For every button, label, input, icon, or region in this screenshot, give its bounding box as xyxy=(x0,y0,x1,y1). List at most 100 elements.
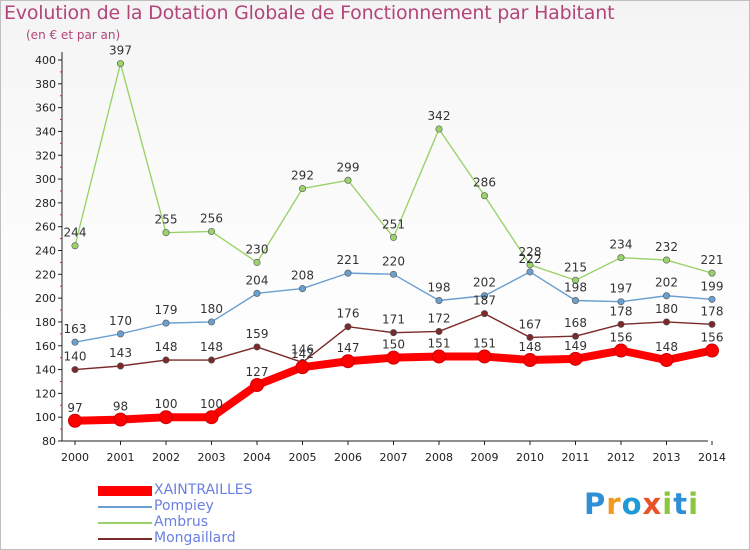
data-label-pompiey: 222 xyxy=(519,252,542,266)
data-point-xaintrailles xyxy=(159,410,173,425)
chart-subtitle: (en € et par an) xyxy=(26,28,121,42)
data-point-ambrus xyxy=(298,185,306,193)
y-tick-label: 180 xyxy=(35,316,56,329)
y-tick-label: 240 xyxy=(35,245,56,258)
data-point-xaintrailles xyxy=(477,349,492,364)
data-label-mongaillard: 172 xyxy=(428,311,451,325)
legend-label-xaintrailles: XAINTRAILLES xyxy=(154,482,253,498)
y-tick-label: 100 xyxy=(35,411,56,424)
data-label-xaintrailles: 151 xyxy=(428,336,451,350)
data-label-xaintrailles: 148 xyxy=(655,340,678,354)
data-label-pompiey: 170 xyxy=(109,314,132,328)
data-label-ambrus: 255 xyxy=(155,213,178,227)
data-point-ambrus xyxy=(117,60,125,68)
data-point-ambrus xyxy=(526,261,534,269)
legend-item-mongaillard[interactable]: Mongaillard xyxy=(98,530,398,548)
data-point-pompiey xyxy=(480,292,488,300)
data-label-xaintrailles: 142 xyxy=(291,347,314,361)
chart-title: Evolution de la Dotation Globale de Fonc… xyxy=(4,2,615,24)
data-point-ambrus xyxy=(662,256,670,264)
data-label-mongaillard: 178 xyxy=(701,304,724,318)
y-tick-label: 300 xyxy=(35,173,56,186)
x-tick-label: 2001 xyxy=(107,451,135,464)
data-point-xaintrailles xyxy=(250,378,264,393)
data-label-pompiey: 202 xyxy=(473,276,496,290)
data-label-xaintrailles: 97 xyxy=(67,401,82,415)
legend-item-ambrus[interactable]: Ambrus xyxy=(98,514,398,532)
data-label-mongaillard: 148 xyxy=(200,340,223,354)
data-label-pompiey: 199 xyxy=(701,279,724,293)
data-label-xaintrailles: 147 xyxy=(337,341,360,355)
data-point-mongaillard xyxy=(389,329,397,337)
data-point-mongaillard xyxy=(708,320,716,328)
data-point-ambrus xyxy=(708,269,716,277)
brand-letter: x xyxy=(642,487,663,521)
x-tick-label: 2014 xyxy=(698,451,726,464)
data-point-pompiey xyxy=(208,318,216,326)
y-tick-label: 220 xyxy=(35,268,56,281)
data-label-pompiey: 204 xyxy=(246,273,269,287)
x-tick-label: 2005 xyxy=(289,451,317,464)
data-point-pompiey xyxy=(71,338,79,346)
data-label-ambrus: 234 xyxy=(610,238,633,252)
data-label-ambrus: 299 xyxy=(337,160,360,174)
data-point-xaintrailles xyxy=(568,351,583,366)
data-point-ambrus xyxy=(389,233,397,241)
data-label-ambrus: 342 xyxy=(428,109,451,123)
data-point-pompiey xyxy=(662,292,670,300)
data-label-pompiey: 198 xyxy=(428,281,451,295)
data-label-xaintrailles: 156 xyxy=(610,331,633,345)
data-label-pompiey: 163 xyxy=(64,322,87,336)
data-label-mongaillard: 140 xyxy=(64,350,87,364)
data-label-mongaillard: 168 xyxy=(564,316,587,330)
data-point-xaintrailles xyxy=(341,354,355,369)
data-point-mongaillard xyxy=(526,333,534,341)
data-label-ambrus: 251 xyxy=(382,217,405,231)
x-tick-label: 2002 xyxy=(152,451,180,464)
data-label-xaintrailles: 100 xyxy=(155,397,178,411)
data-label-pompiey: 202 xyxy=(655,276,678,290)
data-point-xaintrailles xyxy=(614,343,628,358)
x-tick-label: 2008 xyxy=(425,451,453,464)
data-point-xaintrailles xyxy=(659,353,674,368)
data-point-mongaillard xyxy=(662,318,670,326)
brand-letter: P xyxy=(584,487,607,521)
data-label-pompiey: 198 xyxy=(564,281,587,295)
data-point-ambrus xyxy=(435,125,443,133)
data-label-mongaillard: 176 xyxy=(337,307,360,321)
data-point-mongaillard xyxy=(617,320,625,328)
data-point-ambrus xyxy=(480,192,488,200)
y-tick-label: 80 xyxy=(42,435,56,448)
y-tick-label: 160 xyxy=(35,340,56,353)
x-tick-label: 2004 xyxy=(243,451,271,464)
data-label-ambrus: 232 xyxy=(655,240,678,254)
x-tick-label: 2010 xyxy=(516,451,544,464)
data-point-pompiey xyxy=(389,270,397,278)
legend-label-pompiey: Pompiey xyxy=(154,498,214,514)
y-tick-label: 360 xyxy=(35,102,56,115)
brand-letter: i xyxy=(688,487,700,521)
data-label-mongaillard: 148 xyxy=(155,340,178,354)
x-tick-label: 2013 xyxy=(653,451,681,464)
x-tick-label: 2000 xyxy=(61,451,89,464)
data-point-ambrus xyxy=(253,258,261,266)
data-point-ambrus xyxy=(617,254,625,262)
data-label-pompiey: 197 xyxy=(610,282,633,296)
x-tick-label: 2009 xyxy=(471,451,499,464)
legend-item-xaintrailles[interactable]: XAINTRAILLES xyxy=(98,482,398,500)
legend-swatch-mongaillard xyxy=(98,538,152,540)
data-point-pompiey xyxy=(298,285,306,293)
data-label-pompiey: 179 xyxy=(155,303,178,317)
data-point-mongaillard xyxy=(117,362,125,370)
legend-label-ambrus: Ambrus xyxy=(154,514,209,530)
data-point-mongaillard xyxy=(571,332,579,340)
legend-swatch-pompiey xyxy=(98,506,152,508)
brand-letter: i xyxy=(662,487,674,521)
data-label-ambrus: 230 xyxy=(246,242,269,256)
y-tick-label: 400 xyxy=(35,54,56,67)
data-label-ambrus: 221 xyxy=(701,253,724,267)
y-tick-label: 140 xyxy=(35,364,56,377)
legend-item-pompiey[interactable]: Pompiey xyxy=(98,498,398,516)
